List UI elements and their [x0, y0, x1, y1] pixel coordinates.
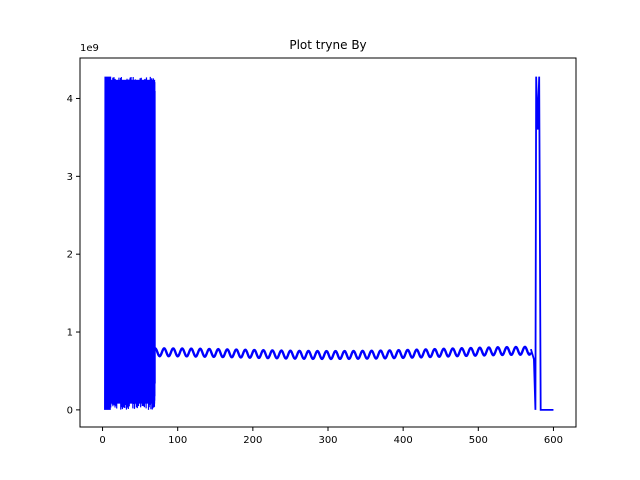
x-tick-label: 0: [99, 435, 105, 446]
series-line-dense-band: [109, 76, 156, 410]
y-offset-label: 1e9: [80, 43, 99, 54]
series-band-low: [110, 384, 156, 404]
series-line-spikes: [104, 76, 112, 410]
x-tick-label: 300: [318, 435, 337, 446]
y-tick-label: 2: [67, 250, 73, 261]
y-tick-label: 0: [67, 405, 73, 416]
x-tick-label: 400: [394, 435, 413, 446]
series-band-high: [110, 79, 156, 102]
data-layer: [104, 76, 554, 411]
y-tick-label: 3: [67, 172, 73, 183]
x-tick-label: 500: [469, 435, 488, 446]
chart-title: Plot tryne By: [289, 38, 366, 52]
x-tick-label: 100: [168, 435, 187, 446]
y-axis: 0 1 2 3 4: [67, 94, 80, 416]
x-tick-label: 200: [243, 435, 262, 446]
x-tick-label: 600: [544, 435, 563, 446]
series-line-tail: [530, 76, 554, 411]
y-tick-label: 4: [67, 94, 73, 105]
x-axis: 0 100 200 300 400 500 600: [99, 427, 563, 446]
series-line-oscillation: [151, 344, 532, 361]
y-tick-label: 1: [67, 328, 73, 339]
